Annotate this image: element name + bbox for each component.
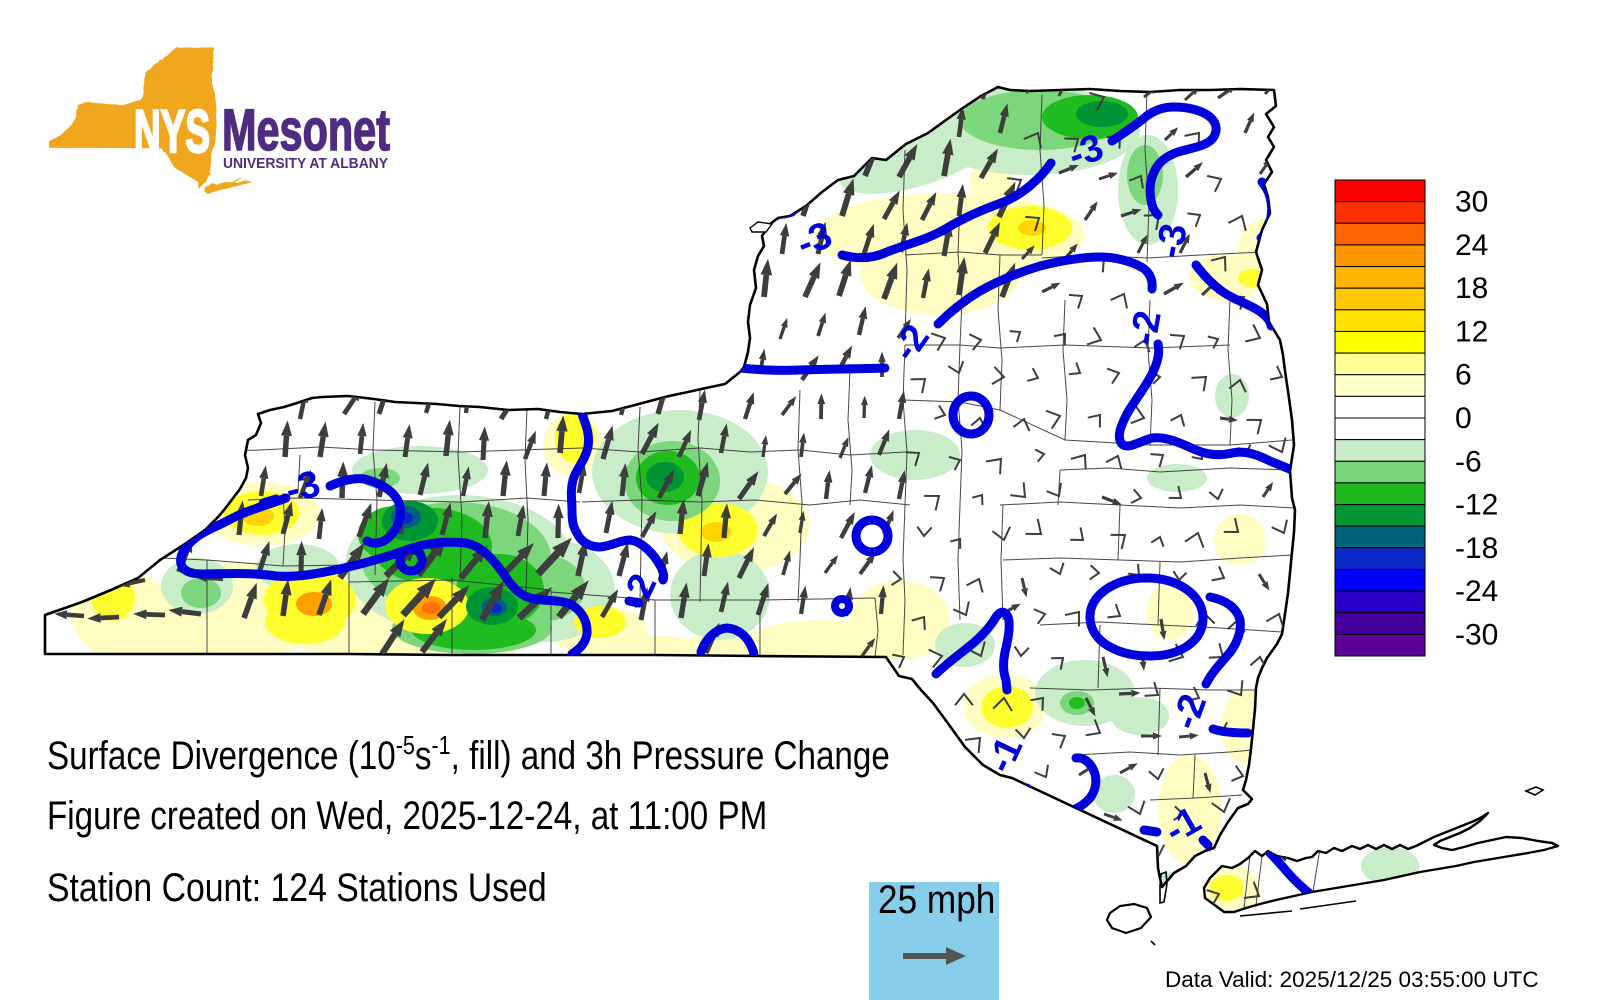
- svg-text:Station Count: 124 Stations Us: Station Count: 124 Stations Used: [47, 864, 547, 909]
- svg-text:-12: -12: [1455, 489, 1498, 522]
- svg-text:24: 24: [1455, 229, 1488, 262]
- svg-text:UNIVERSITY AT ALBANY: UNIVERSITY AT ALBANY: [223, 155, 388, 172]
- svg-text:-3: -3: [1149, 221, 1196, 262]
- svg-text:-24: -24: [1455, 575, 1498, 608]
- svg-text:6: 6: [1455, 359, 1472, 392]
- svg-text:25 mph: 25 mph: [878, 877, 995, 922]
- svg-text:Surface Divergence (10-5s-1, f: Surface Divergence (10-5s-1, fill) and 3…: [47, 731, 890, 778]
- svg-text:18: 18: [1455, 272, 1488, 305]
- svg-text:-6: -6: [1455, 445, 1482, 478]
- svg-text:Figure created on Wed, 2025-12: Figure created on Wed, 2025-12-24, at 11…: [47, 793, 767, 838]
- svg-text:-18: -18: [1455, 532, 1498, 565]
- svg-text:-2: -2: [1123, 308, 1170, 349]
- svg-text:Mesonet: Mesonet: [222, 98, 390, 163]
- svg-text:NYS: NYS: [134, 98, 210, 165]
- svg-text:Data Valid: 2025/12/25 03:55:0: Data Valid: 2025/12/25 03:55:00 UTC: [1165, 967, 1539, 992]
- svg-text:30: 30: [1455, 186, 1488, 219]
- svg-text:0: 0: [1455, 402, 1472, 435]
- svg-text:-30: -30: [1455, 618, 1498, 651]
- svg-text:12: 12: [1455, 316, 1488, 349]
